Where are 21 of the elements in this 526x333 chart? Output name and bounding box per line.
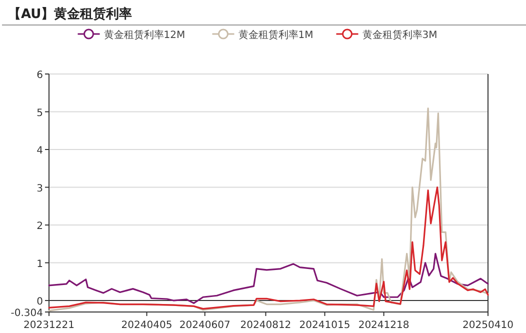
- y-tick-label: 6: [36, 70, 43, 81]
- y-tick-label: 2: [36, 221, 43, 232]
- legend-label: 黄金租赁利率1M: [238, 29, 314, 41]
- x-tick-label: 20231221: [24, 320, 74, 331]
- y-tick-label: -0.304: [10, 308, 43, 319]
- x-tick-label: 20241015: [299, 320, 350, 331]
- y-tick-label: 4: [36, 146, 43, 157]
- legend-label: 黄金租赁利率3M: [362, 29, 438, 41]
- line-series: [48, 252, 489, 304]
- y-tick-label: 3: [36, 183, 43, 194]
- y-tick-label: 1: [36, 258, 43, 270]
- y-tick-label: 0: [36, 296, 43, 308]
- x-tick-label: 20240607: [179, 320, 230, 331]
- chart-title: 【AU】黄金租赁利率: [8, 6, 132, 22]
- x-tick-label: 20250410: [462, 320, 514, 331]
- x-tick-label: 20240405: [121, 320, 172, 331]
- line-series: [48, 186, 489, 310]
- legend-label: 黄金租赁利率12M: [104, 29, 186, 41]
- x-tick-label: 20241218: [358, 320, 410, 331]
- x-tick-label: 20240812: [240, 320, 292, 331]
- y-tick-label: 5: [36, 108, 43, 119]
